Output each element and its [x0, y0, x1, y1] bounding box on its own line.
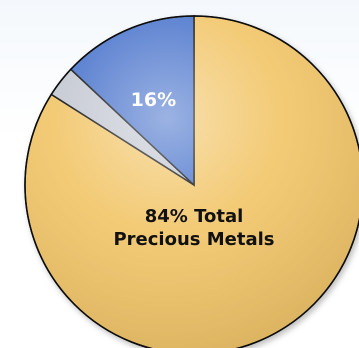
slices-group: [24, 15, 359, 348]
slice-label-2: 16%: [131, 89, 176, 111]
pie-gloss: [24, 15, 359, 348]
slice-label-line: 84% Total: [145, 206, 244, 227]
labels-group: 84% Total Precious Metals 16%: [113, 89, 274, 250]
slice-label-line: 16%: [131, 89, 176, 111]
slice-label-line: Precious Metals: [113, 229, 274, 250]
slice-label-0: 84% Total Precious Metals: [113, 206, 274, 250]
